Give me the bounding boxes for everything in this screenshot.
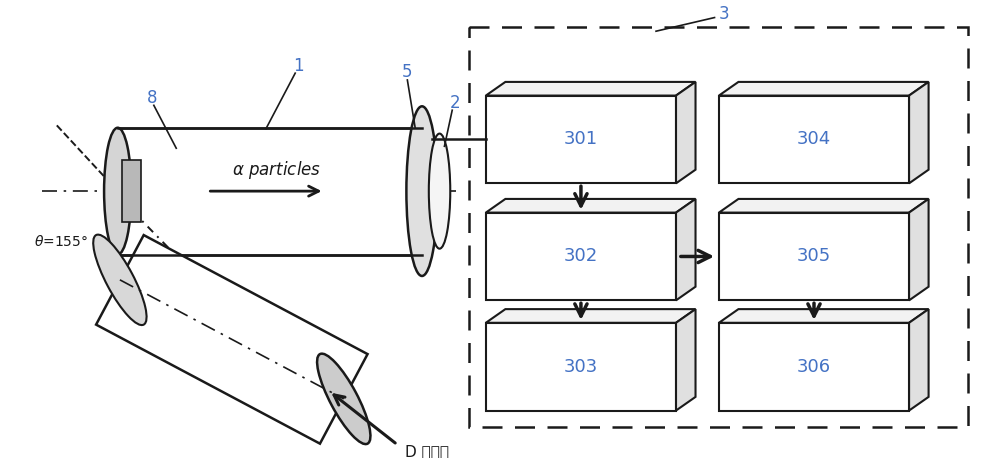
- Text: 2: 2: [450, 94, 460, 112]
- Polygon shape: [719, 96, 909, 183]
- Text: 305: 305: [797, 247, 831, 266]
- Text: 303: 303: [564, 358, 598, 376]
- Polygon shape: [486, 309, 696, 323]
- Polygon shape: [719, 199, 929, 213]
- Bar: [469, 27, 968, 427]
- Polygon shape: [676, 309, 696, 410]
- Polygon shape: [719, 323, 909, 410]
- Polygon shape: [96, 235, 368, 444]
- Polygon shape: [486, 199, 696, 213]
- Polygon shape: [676, 82, 696, 183]
- Polygon shape: [122, 160, 141, 222]
- Text: $\alpha$ particles: $\alpha$ particles: [232, 158, 321, 180]
- Text: $\theta$=155°: $\theta$=155°: [34, 234, 88, 249]
- Ellipse shape: [317, 354, 370, 444]
- Ellipse shape: [406, 106, 438, 276]
- Polygon shape: [676, 199, 696, 300]
- Polygon shape: [719, 82, 929, 96]
- Text: 306: 306: [797, 358, 831, 376]
- Text: 302: 302: [564, 247, 598, 266]
- Polygon shape: [486, 323, 676, 410]
- Polygon shape: [486, 96, 676, 183]
- Text: 304: 304: [797, 131, 831, 148]
- Polygon shape: [909, 82, 929, 183]
- Polygon shape: [486, 82, 696, 96]
- Polygon shape: [909, 199, 929, 300]
- Ellipse shape: [429, 134, 450, 249]
- Text: 301: 301: [564, 131, 598, 148]
- Text: 8: 8: [147, 89, 157, 108]
- Ellipse shape: [93, 234, 147, 325]
- Text: D 粒子束: D 粒子束: [405, 444, 449, 458]
- Polygon shape: [719, 309, 929, 323]
- Polygon shape: [909, 309, 929, 410]
- Text: 1: 1: [293, 57, 303, 75]
- Polygon shape: [118, 128, 422, 255]
- Text: 5: 5: [402, 63, 413, 81]
- Text: 3: 3: [719, 5, 730, 22]
- Polygon shape: [486, 213, 676, 300]
- Polygon shape: [719, 213, 909, 300]
- Ellipse shape: [104, 128, 131, 255]
